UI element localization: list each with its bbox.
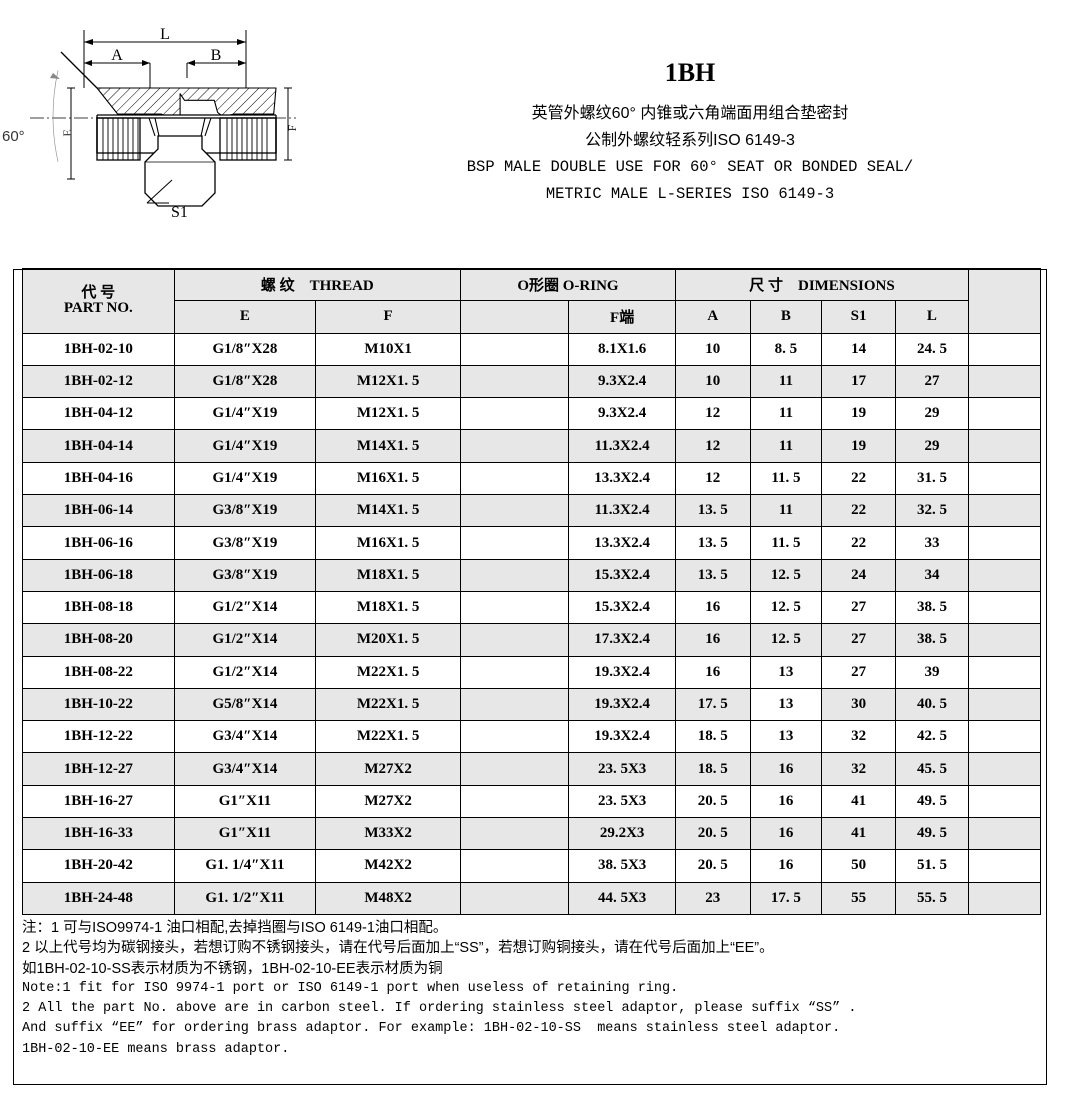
svg-text:A: A [111, 47, 123, 64]
svg-text:60°: 60° [2, 128, 25, 145]
svg-text:B: B [211, 47, 222, 64]
svg-text:E: E [60, 129, 74, 136]
svg-text:F: F [285, 124, 299, 131]
svg-text:S1: S1 [171, 204, 188, 221]
svg-text:L: L [160, 26, 170, 43]
